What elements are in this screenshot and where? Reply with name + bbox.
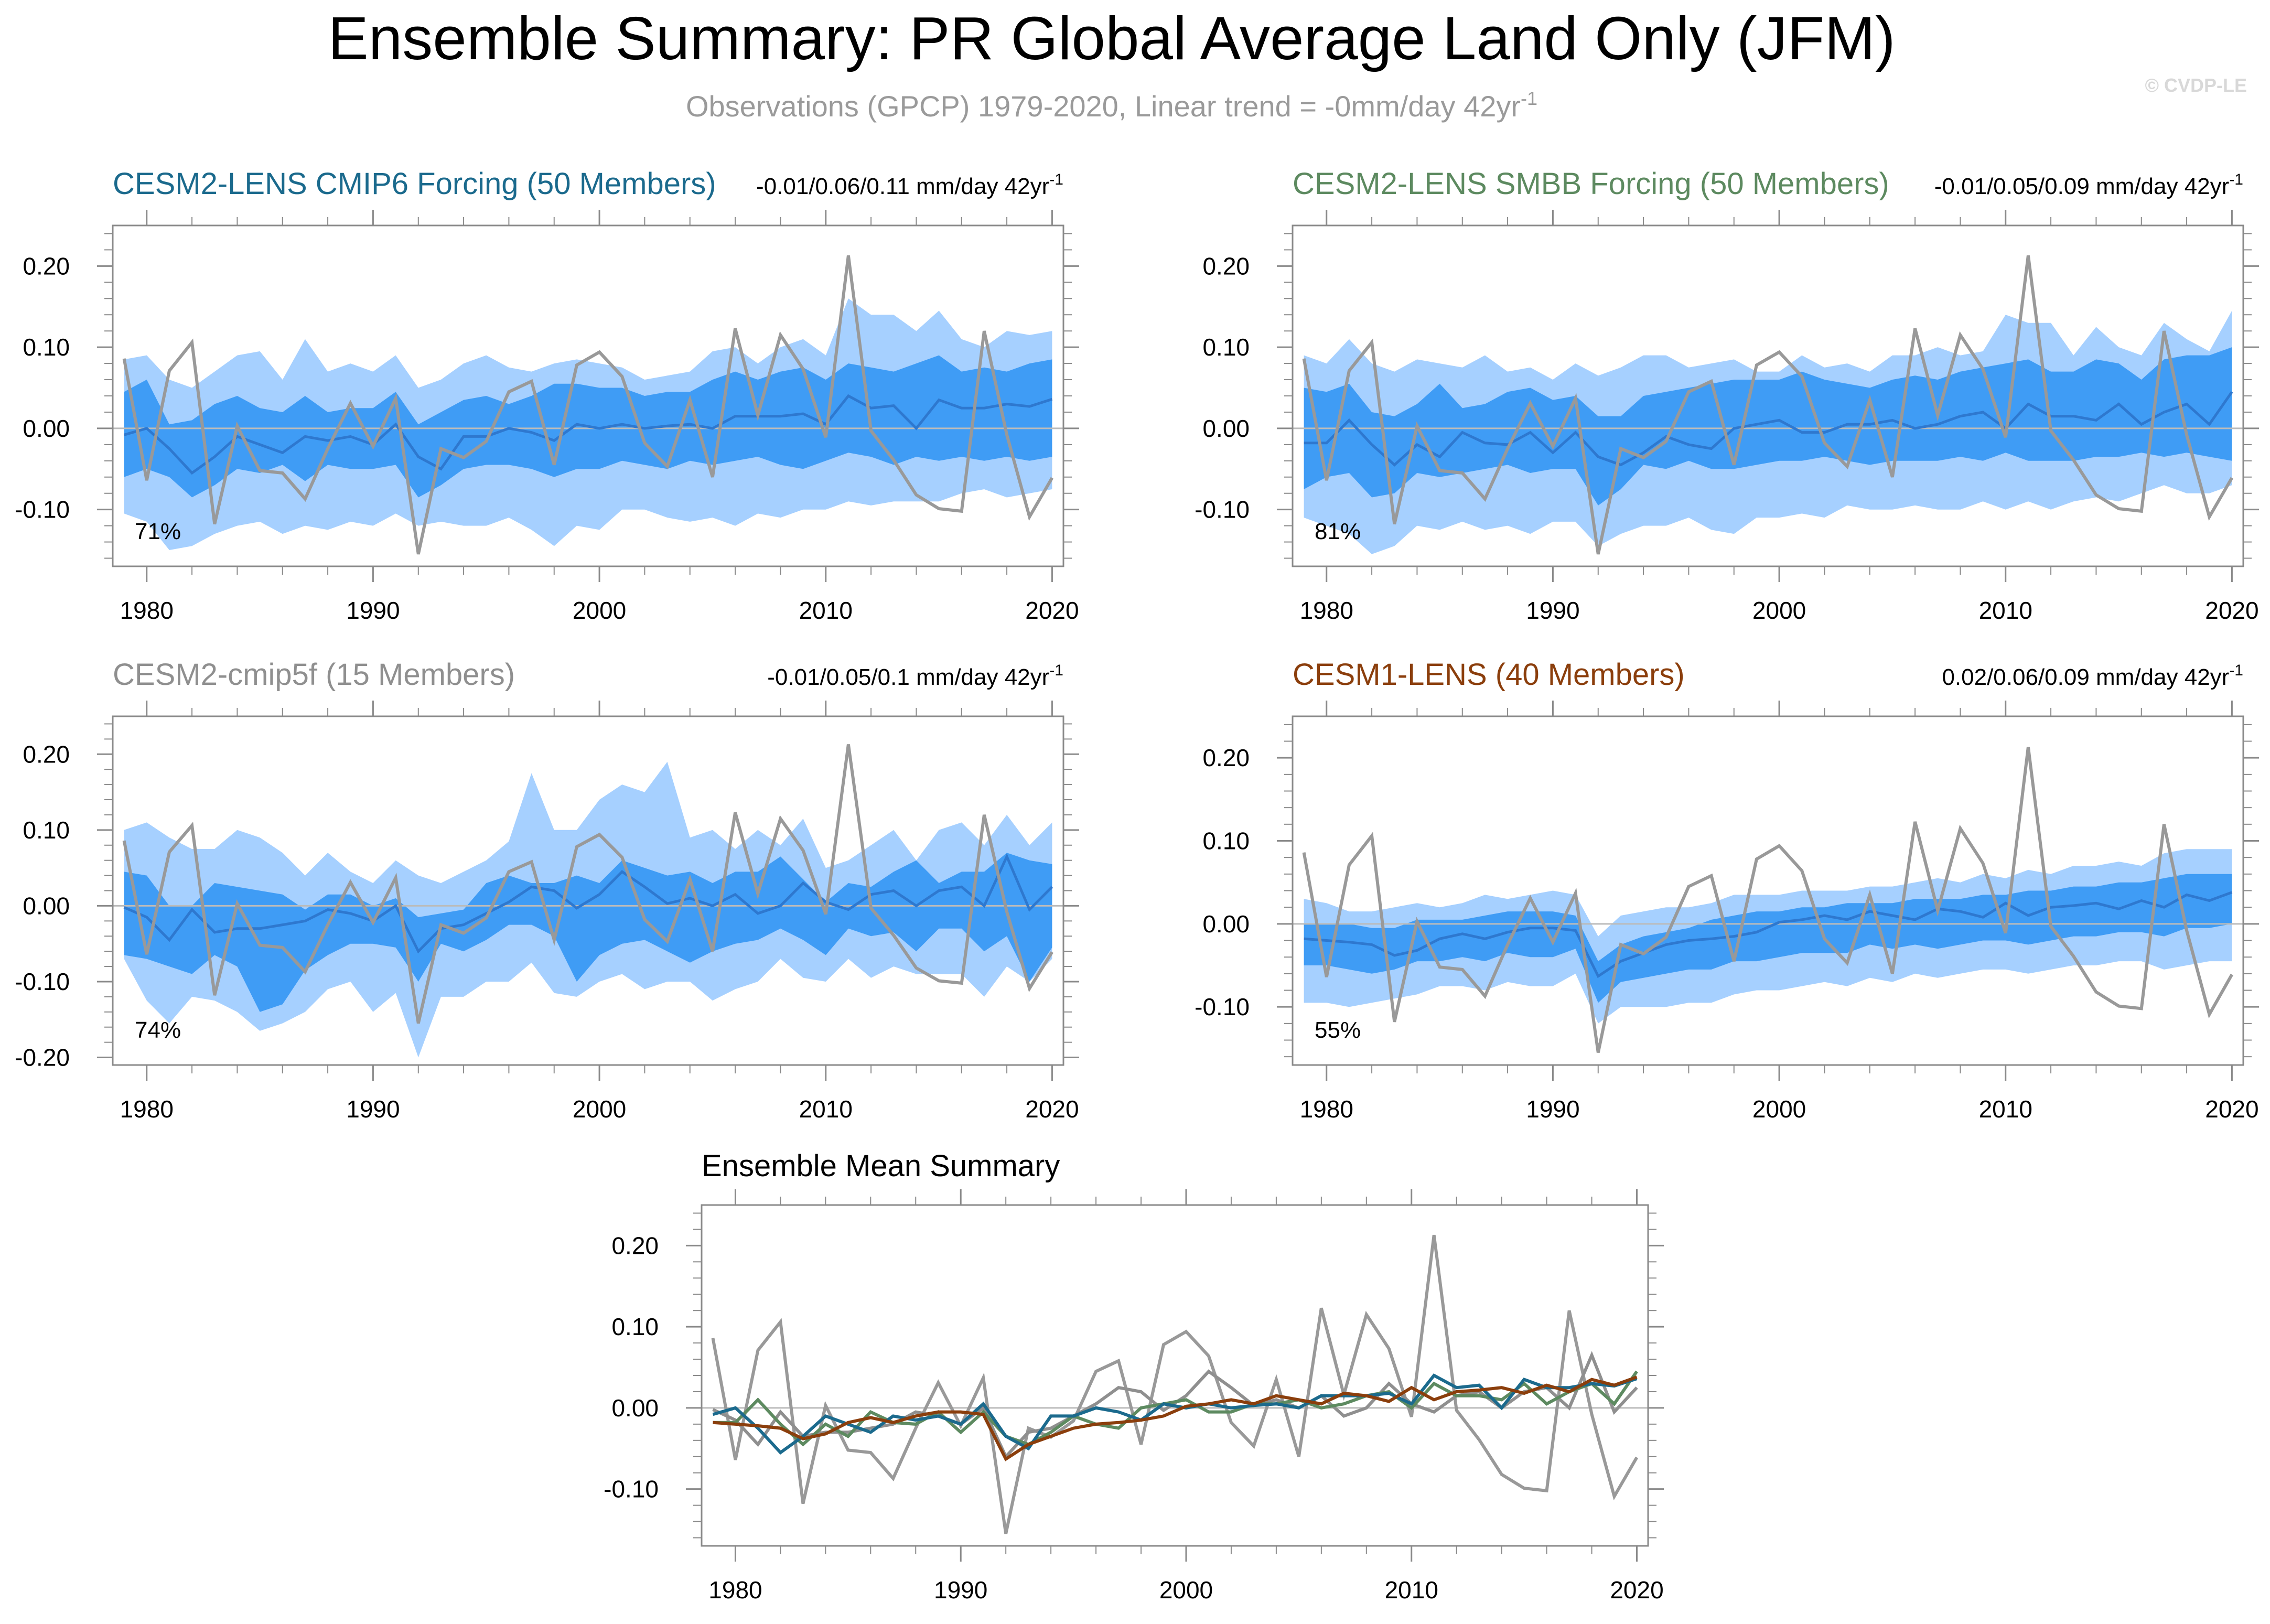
- y-tick-label: 0.00: [611, 1394, 659, 1422]
- panel-1: CESM2-LENS CMIP6 Forcing (50 Members) -0.…: [15, 167, 1079, 624]
- y-tick-label: 0.20: [23, 740, 70, 768]
- figure-subtitle: Observations (GPCP) 1979-2020, Linear tr…: [686, 88, 1537, 123]
- x-tick-label: 1980: [708, 1576, 762, 1604]
- trend-text: 0.02/0.06/0.09 mm/day 42yr: [1942, 664, 2229, 690]
- y-tick-label: -0.10: [604, 1476, 659, 1503]
- x-tick-label: 2000: [1752, 597, 1806, 624]
- x-tick-label: 2010: [1385, 1576, 1438, 1604]
- panel-title: Ensemble Mean Summary: [702, 1149, 1060, 1183]
- panel-title: CESM2-cmip5f (15 Members): [113, 658, 515, 692]
- x-tick-label: 1980: [120, 1095, 174, 1123]
- plot-area: [1293, 747, 2243, 1053]
- trend-sup: -1: [1049, 662, 1063, 679]
- x-tick-label: 1990: [934, 1576, 987, 1604]
- percent-label: 55%: [1315, 1017, 1361, 1043]
- panel-title: CESM1-LENS (40 Members): [1293, 658, 1685, 692]
- y-tick-label: 0.10: [1202, 827, 1250, 855]
- plot-area: [113, 255, 1063, 555]
- panel-title: CESM2-LENS CMIP6 Forcing (50 Members): [113, 167, 716, 201]
- x-tick-label: 2020: [1025, 1095, 1079, 1123]
- x-tick-label: 1990: [1526, 1095, 1579, 1123]
- ensemble-mean-line: [1304, 891, 2233, 978]
- x-tick-label: 2000: [1752, 1095, 1806, 1123]
- plot-frame: [701, 1204, 1649, 1547]
- y-tick-label: 0.20: [611, 1232, 659, 1259]
- y-tick-label: 0.20: [1202, 744, 1250, 771]
- x-tick-label: 2010: [1979, 1095, 2032, 1123]
- series-line-3: [713, 1370, 1638, 1447]
- y-tick-label: 0.00: [1202, 415, 1250, 442]
- y-tick-label: 0.10: [1202, 334, 1250, 361]
- y-tick-label: -0.10: [1195, 993, 1250, 1020]
- x-tick-label: 2020: [2205, 597, 2258, 624]
- x-tick-label: 1990: [1526, 597, 1579, 624]
- trend-label: -0.01/0.05/0.09 mm/day 42yr-1: [1934, 171, 2243, 199]
- panel-title: CESM2-LENS SMBB Forcing (50 Members): [1293, 167, 1889, 201]
- subtitle-text: Observations (GPCP) 1979-2020, Linear tr…: [686, 90, 1521, 123]
- x-tick-label: 1980: [1300, 1095, 1353, 1123]
- x-tick-label: 2020: [2205, 1095, 2258, 1123]
- plot-area: [1293, 255, 2243, 555]
- trend-label: -0.01/0.06/0.11 mm/day 42yr-1: [756, 171, 1063, 199]
- x-tick-label: 2010: [799, 597, 853, 624]
- observations-line: [1302, 255, 2233, 555]
- y-tick-label: 0.00: [1202, 910, 1250, 938]
- trend-text: -0.01/0.05/0.1 mm/day 42yr: [767, 664, 1049, 690]
- panels: CESM2-LENS CMIP6 Forcing (50 Members) -0.…: [15, 167, 2259, 1604]
- x-tick-label: 1980: [120, 597, 174, 624]
- trend-label: 0.02/0.06/0.09 mm/day 42yr-1: [1942, 662, 2243, 690]
- panel-5: Ensemble Mean Summary 0.20 0.10 0.00 -0.10 19…: [604, 1149, 1664, 1604]
- x-tick-label: 2000: [573, 597, 626, 624]
- panel-2: CESM2-LENS SMBB Forcing (50 Members) -0.0…: [1195, 167, 2259, 624]
- trend-text: -0.01/0.05/0.09 mm/day 42yr: [1934, 174, 2230, 199]
- percent-label: 74%: [135, 1017, 181, 1043]
- x-tick-label: 2000: [1159, 1576, 1213, 1604]
- panel-3: CESM2-cmip5f (15 Members) -0.01/0.05/0.1 …: [15, 658, 1079, 1123]
- x-tick-label: 2020: [1610, 1576, 1663, 1604]
- y-tick-label: -0.20: [15, 1044, 70, 1071]
- panel-4: CESM1-LENS (40 Members) 0.02/0.06/0.09 mm…: [1195, 658, 2259, 1123]
- plot-area: [113, 744, 1063, 1058]
- x-tick-label: 1980: [1300, 597, 1353, 624]
- x-tick-label: 1990: [346, 597, 400, 624]
- y-tick-label: 0.00: [23, 892, 70, 919]
- x-tick-label: 2020: [1025, 597, 1079, 624]
- x-tick-label: 2010: [799, 1095, 853, 1123]
- y-tick-label: 0.10: [23, 816, 70, 844]
- ensemble-mean-line: [123, 394, 1053, 475]
- subtitle-sup: -1: [1521, 88, 1537, 109]
- band-25-75: [1304, 347, 2232, 506]
- y-tick-label: 0.00: [23, 415, 70, 442]
- observations-line: [122, 255, 1053, 555]
- trend-label: -0.01/0.05/0.1 mm/day 42yr-1: [767, 662, 1063, 690]
- trend-sup: -1: [1049, 171, 1063, 188]
- ensemble-mean-line: [123, 853, 1053, 954]
- observations-line: [1302, 747, 2234, 1053]
- series-line-1: [711, 1234, 1639, 1534]
- band-25-75: [124, 853, 1052, 1012]
- y-tick-label: 0.20: [23, 252, 70, 279]
- figure-title: Ensemble Summary: PR Global Average Land…: [328, 4, 1895, 72]
- trend-sup: -1: [2229, 662, 2243, 679]
- x-tick-label: 2010: [1979, 597, 2032, 624]
- y-tick-label: 0.10: [23, 334, 70, 361]
- y-tick-label: -0.10: [15, 496, 70, 523]
- plot-area: [702, 1234, 1648, 1534]
- watermark: © CVDP-LE: [2145, 74, 2247, 96]
- ensemble-mean-line: [1304, 391, 2233, 467]
- y-tick-label: -0.10: [15, 968, 70, 995]
- trend-sup: -1: [2229, 171, 2243, 188]
- y-tick-label: 0.10: [611, 1313, 659, 1340]
- percent-label: 71%: [135, 519, 181, 544]
- series-line-5: [713, 1375, 1638, 1461]
- observations-line: [122, 744, 1053, 1024]
- x-tick-label: 1990: [346, 1095, 400, 1123]
- x-tick-label: 2000: [573, 1095, 626, 1123]
- y-tick-label: -0.10: [1195, 496, 1250, 523]
- percent-label: 81%: [1315, 519, 1361, 544]
- trend-text: -0.01/0.06/0.11 mm/day 42yr: [756, 174, 1049, 199]
- y-tick-label: 0.20: [1202, 252, 1250, 279]
